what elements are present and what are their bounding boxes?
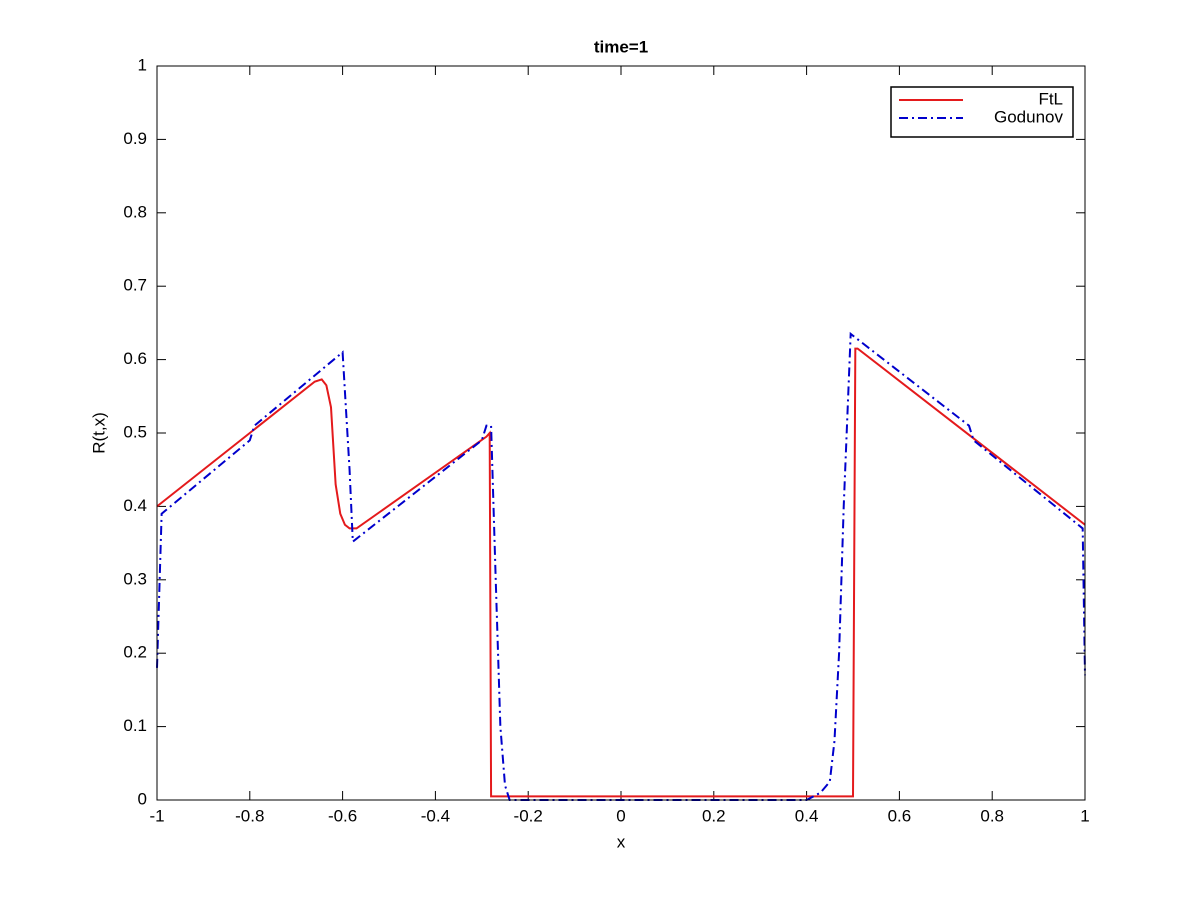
x-tick-label: -0.6: [328, 806, 357, 825]
series-line: [156, 331, 1086, 801]
y-tick-label: 0.5: [123, 422, 147, 441]
y-tick-label: 0.1: [123, 716, 147, 735]
x-tick-label: 0.4: [795, 806, 819, 825]
y-axis-label: R(t,x): [89, 412, 108, 454]
series-line: [156, 347, 1086, 798]
y-tick-label: 0.8: [123, 202, 147, 221]
x-tick-label: 0: [616, 806, 625, 825]
legend-label: FtL: [1038, 89, 1063, 108]
x-tick-label: 1: [1080, 806, 1089, 825]
legend-label: Godunov: [994, 107, 1063, 126]
legend-box: [890, 86, 1074, 138]
y-tick-label: 0: [138, 789, 147, 808]
x-tick-label: 0.2: [702, 806, 726, 825]
y-tick-label: 0.2: [123, 643, 147, 662]
x-tick-label: -1: [149, 806, 164, 825]
y-tick-label: 0.6: [123, 349, 147, 368]
y-tick-label: 1: [138, 55, 147, 74]
x-tick-label: -0.8: [235, 806, 264, 825]
y-tick-label: 0.7: [123, 276, 147, 295]
x-tick-label: 0.6: [888, 806, 912, 825]
x-tick-label: -0.4: [421, 806, 450, 825]
x-axis-label: x: [617, 832, 626, 851]
y-tick-label: 0.3: [123, 569, 147, 588]
y-tick-label: 0.4: [123, 496, 147, 515]
y-tick-label: 0.9: [123, 129, 147, 148]
x-tick-label: 0.8: [980, 806, 1004, 825]
x-tick-label: -0.2: [514, 806, 543, 825]
plot-frame: [156, 65, 1086, 801]
chart-title: time=1: [594, 37, 648, 56]
